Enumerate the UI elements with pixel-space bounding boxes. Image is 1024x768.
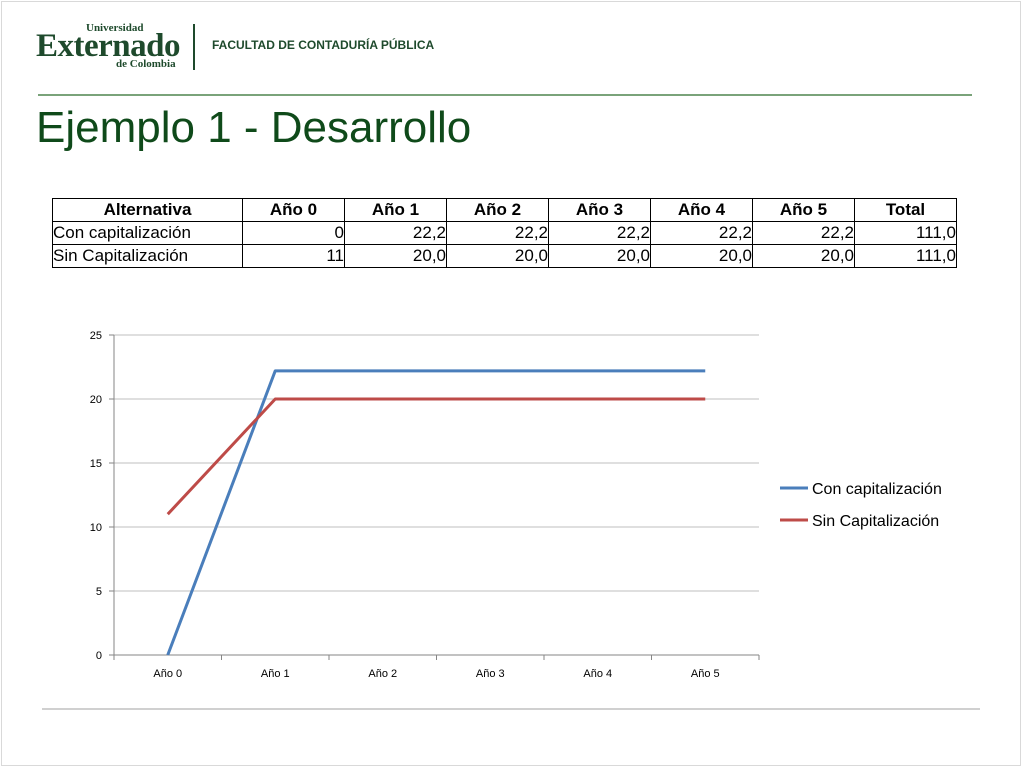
y-tick-label: 10 — [90, 522, 102, 534]
y-tick-label: 20 — [90, 394, 102, 406]
table-cell: 11 — [242, 244, 345, 268]
table-row: Sin Capitalización 11 20,0 20,0 20,0 20,… — [52, 244, 957, 268]
table-header-cell: Año 4 — [650, 198, 753, 222]
table-cell: 22,2 — [548, 221, 651, 245]
table-header-row: Alternativa Año 0 Año 1 Año 2 Año 3 Año … — [52, 198, 957, 222]
university-logo: Universidad Externado de Colombia — [36, 22, 186, 74]
logo-main-text: Externado — [36, 28, 181, 64]
x-tick-label: Año 1 — [261, 668, 290, 680]
table-cell: 20,0 — [752, 244, 855, 268]
x-tick-label: Año 3 — [476, 668, 505, 680]
table-header-cell: Alternativa — [52, 198, 243, 222]
header-rule — [38, 94, 972, 96]
series-line-sin-capitalizacion — [166, 397, 706, 516]
line-chart: 0 5 10 15 20 25 Año 0 Año 1 Año 2 Año 3 Año 4 Año 5… — [90, 330, 942, 680]
table-header-cell: Año 1 — [344, 198, 447, 222]
footer-rule — [42, 708, 980, 710]
table-cell: Con capitalización — [52, 221, 243, 245]
legend-label: Con capitalización — [812, 481, 942, 498]
table-cell: 20,0 — [548, 244, 651, 268]
logo-small-text: Universidad — [86, 22, 144, 34]
table-header-cell: Año 2 — [446, 198, 549, 222]
logo-divider — [193, 24, 195, 70]
x-tick-label: Año 4 — [583, 668, 612, 680]
y-tick-label: 25 — [90, 330, 102, 342]
series-line-con-capitalizacion — [166, 369, 706, 656]
y-tick-label: 0 — [96, 650, 102, 662]
data-table: Alternativa Año 0 Año 1 Año 2 Año 3 Año … — [52, 198, 957, 268]
slide-title: Ejemplo 1 - Desarrollo — [36, 103, 472, 152]
table-cell: 111,0 — [854, 221, 957, 245]
table-cell: 20,0 — [446, 244, 549, 268]
legend-label: Sin Capitalización — [812, 513, 939, 530]
table-cell: 22,2 — [446, 221, 549, 245]
table-cell: 0 — [242, 221, 345, 245]
faculty-name: FACULTAD DE CONTADURÍA PÚBLICA — [212, 38, 435, 52]
x-tick-label: Año 5 — [691, 668, 720, 680]
x-tick-label: Año 0 — [153, 668, 182, 680]
table-header-cell: Año 0 — [242, 198, 345, 222]
table-cell: 22,2 — [752, 221, 855, 245]
table-header-cell: Año 5 — [752, 198, 855, 222]
logo-sub-text: de Colombia — [116, 58, 176, 70]
table-cell: 20,0 — [344, 244, 447, 268]
y-tick-label: 15 — [90, 458, 102, 470]
table-cell: Sin Capitalización — [52, 244, 243, 268]
table-header-cell: Total — [854, 198, 957, 222]
table-cell: 20,0 — [650, 244, 753, 268]
y-tick-label: 5 — [96, 586, 102, 598]
table-cell: 22,2 — [650, 221, 753, 245]
x-tick-label: Año 2 — [368, 668, 397, 680]
table-cell: 111,0 — [854, 244, 957, 268]
table-header-cell: Año 3 — [548, 198, 651, 222]
table-cell: 22,2 — [344, 221, 447, 245]
table-row: Con capitalización 0 22,2 22,2 22,2 22,2… — [52, 221, 957, 245]
